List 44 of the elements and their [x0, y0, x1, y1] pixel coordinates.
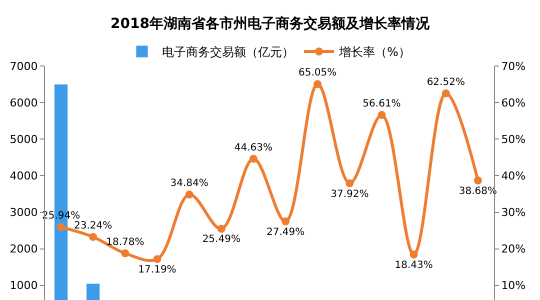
y-tick-label: 7000: [10, 60, 38, 73]
y2-tick-label: 60%: [501, 96, 526, 110]
data-label: 17.19%: [138, 264, 176, 276]
point: [410, 250, 418, 259]
y2-tick-label: 70%: [501, 60, 526, 73]
point: [153, 255, 162, 264]
y-tick-label: 2000: [10, 242, 38, 256]
point: [121, 249, 130, 258]
point: [185, 190, 194, 199]
y2-tick-label: 40%: [501, 170, 526, 183]
point: [89, 232, 98, 241]
legend-label: 增长率（%）: [338, 45, 410, 60]
point: [346, 179, 354, 188]
chart-title: 2018年湖南省各市州电子商务交易额及增长率情况: [110, 14, 430, 32]
point: [217, 224, 226, 233]
y2-tick-label: 10%: [501, 279, 526, 292]
y2-tick-label: 30%: [501, 206, 526, 220]
point: [442, 89, 450, 98]
point: [282, 217, 290, 226]
data-label: 65.05%: [298, 68, 337, 79]
y2-tick-label: 20%: [501, 242, 526, 256]
point: [474, 176, 482, 185]
data-label: 56.61%: [362, 98, 401, 110]
legend-label: 电子商务交易额（亿元）: [162, 45, 294, 60]
data-label: 27.49%: [266, 226, 305, 238]
data-label: 44.63%: [234, 142, 273, 154]
data-label: 34.84%: [170, 178, 208, 190]
y-tick-label: 4000: [10, 170, 38, 183]
y-tick-label: 5000: [10, 132, 38, 146]
y-tick-label: 3000: [10, 206, 38, 220]
y2-tick-label: 50%: [501, 132, 526, 146]
data-label: 18.43%: [394, 260, 433, 272]
point: [314, 80, 322, 88]
point: [249, 154, 258, 163]
data-label: 25.49%: [202, 234, 240, 246]
data-label: 23.24%: [74, 220, 112, 232]
y-tick-label: 1000: [10, 279, 38, 292]
data-label: 62.52%: [426, 76, 465, 88]
point: [378, 110, 386, 119]
data-label: 38.68%: [458, 186, 498, 198]
y-tick-label: 6000: [10, 96, 38, 110]
data-label: 18.78%: [106, 236, 144, 248]
data-label: 37.92%: [330, 188, 369, 200]
point: [57, 223, 66, 232]
